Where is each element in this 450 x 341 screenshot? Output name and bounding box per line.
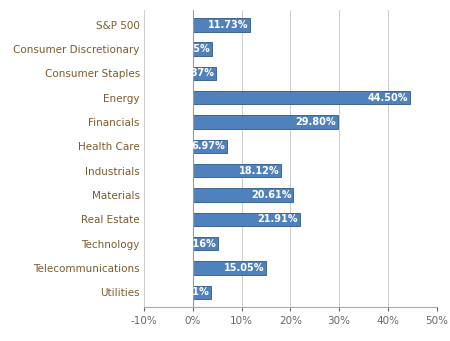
Text: 6.97%: 6.97%	[191, 142, 225, 151]
Bar	[193, 213, 300, 226]
Bar	[193, 140, 227, 153]
Text: 4.87%: 4.87%	[180, 69, 215, 78]
Bar	[193, 67, 216, 80]
Text: 29.80%: 29.80%	[296, 117, 336, 127]
Bar	[193, 237, 218, 250]
Text: 11.73%: 11.73%	[207, 20, 248, 30]
Bar	[193, 188, 293, 202]
Text: 44.50%: 44.50%	[367, 93, 408, 103]
Bar	[193, 115, 338, 129]
Bar	[193, 164, 281, 177]
Bar	[193, 18, 250, 31]
Text: 4.05%: 4.05%	[177, 44, 211, 54]
Text: 3.71%: 3.71%	[175, 287, 209, 297]
Bar	[193, 261, 266, 275]
Text: 20.61%: 20.61%	[251, 190, 291, 200]
Text: 15.05%: 15.05%	[224, 263, 264, 273]
Bar	[193, 91, 410, 104]
Text: 21.91%: 21.91%	[257, 214, 297, 224]
Bar	[193, 42, 212, 56]
Text: 5.16%: 5.16%	[182, 239, 216, 249]
Text: 18.12%: 18.12%	[238, 166, 279, 176]
Bar	[193, 286, 211, 299]
